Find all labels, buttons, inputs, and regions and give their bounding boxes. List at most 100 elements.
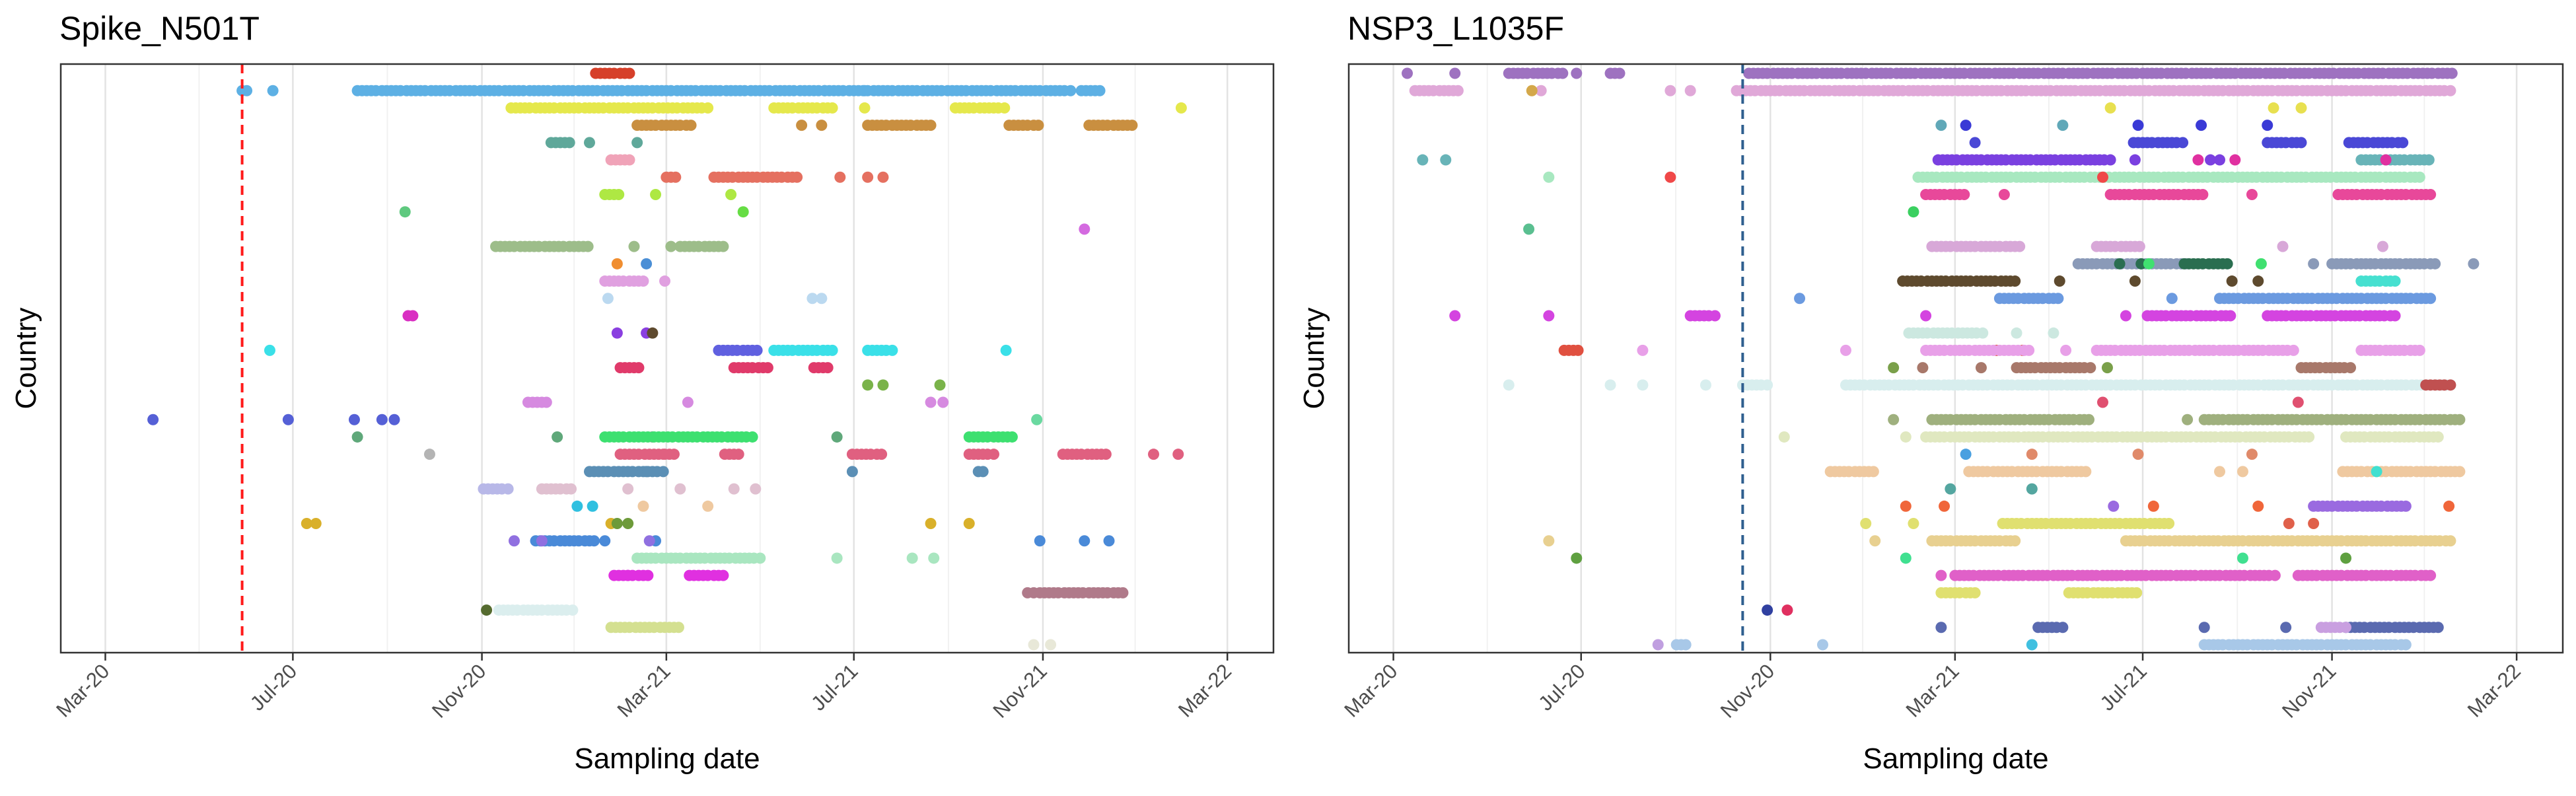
data-point [1147, 449, 1159, 460]
data-point [2414, 171, 2425, 183]
data-point [906, 552, 918, 564]
data-point [633, 362, 645, 374]
data-point [552, 431, 563, 443]
data-point [641, 258, 653, 270]
data-point [1935, 622, 1947, 633]
data-point [588, 535, 600, 547]
data-point [2085, 362, 2096, 374]
data-point [937, 396, 949, 408]
data-point [631, 137, 643, 149]
data-point [2303, 431, 2315, 443]
data-point [1543, 171, 1555, 183]
data-point [659, 275, 671, 287]
data-point [1100, 449, 1112, 460]
data-point [1022, 587, 1034, 598]
data-point [1652, 639, 1664, 651]
data-point [2023, 344, 2035, 356]
data-point [301, 518, 312, 530]
data-point [806, 293, 818, 305]
data-point [1699, 379, 1711, 391]
y-axis-label: Country [10, 307, 42, 409]
data-point [2246, 449, 2258, 460]
data-point [2198, 622, 2210, 633]
data-point [2308, 518, 2320, 530]
data-points [147, 67, 1187, 651]
data-point [2026, 639, 2038, 651]
data-point [2252, 275, 2264, 287]
data-point [650, 188, 662, 200]
data-point [816, 293, 828, 305]
data-point [1908, 518, 1919, 530]
data-point [928, 552, 940, 564]
data-point [2287, 344, 2299, 356]
data-point [2425, 293, 2437, 305]
data-point [2425, 569, 2437, 581]
data-point [583, 137, 595, 149]
data-point [2280, 622, 2292, 633]
data-point [846, 466, 858, 478]
data-point [2196, 120, 2207, 131]
data-point [2129, 154, 2141, 166]
data-point [2400, 500, 2412, 512]
data-point [2255, 258, 2267, 270]
data-point [665, 240, 677, 252]
data-point [1664, 85, 1676, 96]
data-point [1939, 500, 1950, 512]
data-point [963, 518, 975, 530]
data-point [399, 206, 411, 218]
data-point [1034, 535, 1046, 547]
data-point [1900, 431, 1912, 443]
data-point [1684, 85, 1696, 96]
data-point [1935, 569, 1947, 581]
data-point [2432, 431, 2444, 443]
data-point [565, 483, 577, 495]
data-point [2133, 240, 2145, 252]
data-point [2132, 120, 2144, 131]
data-point [1781, 604, 1793, 616]
data-point [862, 379, 874, 391]
data-point [2445, 379, 2456, 391]
data-point [1572, 344, 1584, 356]
data-point [1664, 171, 1676, 183]
data-point [624, 67, 635, 79]
data-point [2446, 67, 2458, 79]
data-point [2269, 569, 2281, 581]
data-point [746, 431, 758, 443]
data-point [1045, 639, 1057, 651]
data-point [1543, 310, 1555, 322]
data-point [2104, 102, 2116, 114]
data-point [934, 379, 946, 391]
data-point [602, 293, 614, 305]
data-point [877, 379, 889, 391]
data-point [599, 535, 611, 547]
data-point [2432, 622, 2444, 633]
data-point [1908, 206, 1919, 218]
data-point [2009, 275, 2021, 287]
data-point [407, 310, 419, 322]
data-point [1762, 604, 1773, 616]
data-point [2143, 258, 2155, 270]
data-point [1535, 85, 1547, 96]
data-point [1869, 535, 1881, 547]
data-point [733, 449, 744, 460]
data-point [737, 206, 749, 218]
data-point [1975, 362, 1987, 374]
data-point [925, 396, 937, 408]
data-point [637, 500, 649, 512]
data-point [613, 188, 625, 200]
data-point [925, 120, 937, 131]
data-point [2454, 466, 2466, 478]
data-point [1417, 154, 1429, 166]
data-point [685, 120, 697, 131]
data-point [1117, 587, 1129, 598]
data-point [376, 414, 388, 425]
data-point [751, 344, 763, 356]
data-point [587, 500, 598, 512]
data-point [1888, 414, 1900, 425]
data-point [622, 483, 634, 495]
data-point [1503, 379, 1515, 391]
data-point [668, 449, 680, 460]
chart-title: Spike_N501T [59, 10, 260, 47]
data-point [1571, 552, 1583, 564]
